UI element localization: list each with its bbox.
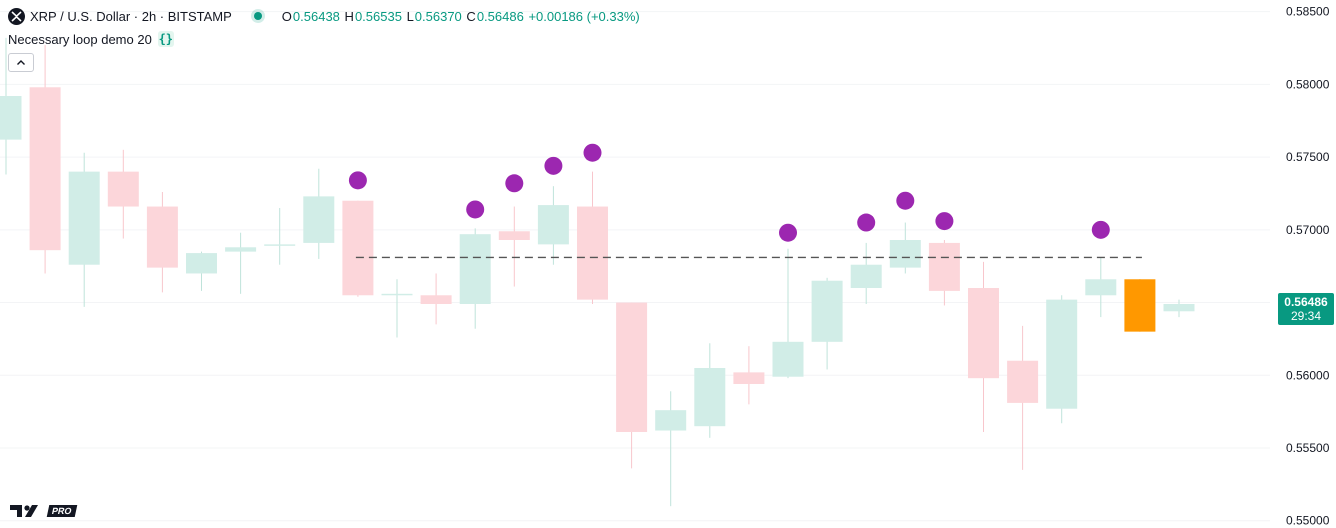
xrp-logo-icon[interactable] <box>8 7 25 25</box>
candle-body <box>0 96 22 140</box>
candle-body <box>264 244 296 246</box>
open-key: O <box>281 8 292 24</box>
candle-body <box>146 206 178 268</box>
chevron-up-icon <box>17 60 25 65</box>
source-code-icon[interactable]: {} <box>157 31 174 47</box>
signal-marker <box>935 212 954 231</box>
close-value: 0.56486 <box>476 8 524 24</box>
y-tick-label: 0.57000 <box>1286 223 1330 237</box>
candle-body <box>1046 299 1078 409</box>
candle-body <box>420 295 452 304</box>
candle-body <box>850 264 882 288</box>
low-key: L <box>406 8 414 24</box>
candle-body <box>107 171 139 207</box>
open-value: 0.56438 <box>292 8 340 24</box>
signal-marker <box>466 200 485 219</box>
candle-body <box>811 280 843 342</box>
indicator-title[interactable]: Necessary loop demo 20 <box>8 31 152 47</box>
candle-body <box>342 200 374 296</box>
signal-marker <box>896 191 915 210</box>
signal-marker <box>348 171 367 190</box>
y-tick-label: 0.55500 <box>1286 441 1330 455</box>
candle-body <box>772 341 804 377</box>
signal-marker <box>779 223 797 242</box>
candle-body <box>225 247 257 252</box>
tradingview-logo-icon <box>10 505 38 517</box>
candle-body <box>381 293 413 296</box>
markers-layer <box>348 143 1110 242</box>
candle-body-highlighted <box>1124 279 1156 332</box>
candle-body <box>694 368 726 427</box>
ohlc-values: O0.56438 H0.56535 L0.56370 C0.56486 +0.0… <box>282 9 641 24</box>
close-key: C <box>466 8 476 24</box>
market-open-dot-icon <box>253 12 262 20</box>
symbol-legend: XRP / U.S. Dollar · 2h · BITSTAMP O0.564… <box>8 6 641 26</box>
change-value: +0.00186 (+0.33%) <box>528 8 640 24</box>
high-value: 0.56535 <box>354 8 402 24</box>
pro-badge: PRO <box>46 505 77 517</box>
tradingview-logo[interactable]: PRO <box>10 504 77 518</box>
signal-marker <box>1091 220 1110 239</box>
candle-body <box>1085 279 1117 296</box>
y-tick-label: 0.58000 <box>1286 77 1330 91</box>
candle-body <box>459 234 491 304</box>
signal-marker <box>583 143 602 162</box>
last-price-tag: 0.56486 29:34 <box>1278 293 1334 325</box>
collapse-legend-button[interactable] <box>8 53 34 72</box>
candle-body <box>733 372 765 384</box>
candle-body <box>68 171 100 265</box>
low-value: 0.56370 <box>414 8 462 24</box>
candle-body <box>1163 304 1195 312</box>
y-tick-label: 0.55000 <box>1286 514 1330 528</box>
candle-body <box>616 302 648 432</box>
signal-marker <box>505 174 524 193</box>
signal-marker <box>544 156 563 175</box>
candle-body <box>889 240 921 268</box>
indicator-legend: Necessary loop demo 20 {} <box>8 30 174 48</box>
candle-body <box>186 253 217 274</box>
price-axis: 0.585000.580000.575000.570000.565000.560… <box>1286 5 1330 528</box>
y-tick-label: 0.56000 <box>1286 368 1330 382</box>
candle-body <box>655 410 687 431</box>
signal-marker <box>857 213 876 232</box>
symbol-title[interactable]: XRP / U.S. Dollar · 2h · BITSTAMP <box>30 8 232 24</box>
candle-body <box>498 231 530 240</box>
candle-body <box>29 87 61 251</box>
y-tick-label: 0.57500 <box>1286 150 1330 164</box>
high-key: H <box>344 8 354 24</box>
candle-body <box>928 242 960 291</box>
candle-body <box>1007 360 1039 403</box>
y-tick-label: 0.58500 <box>1286 5 1330 19</box>
candle-body <box>537 205 569 245</box>
candle-body <box>968 288 999 379</box>
bar-countdown: 29:34 <box>1290 309 1322 323</box>
last-price: 0.56486 <box>1284 295 1328 309</box>
candle-body <box>577 206 608 300</box>
candles-layer <box>0 37 1195 507</box>
candle-body <box>303 196 335 243</box>
